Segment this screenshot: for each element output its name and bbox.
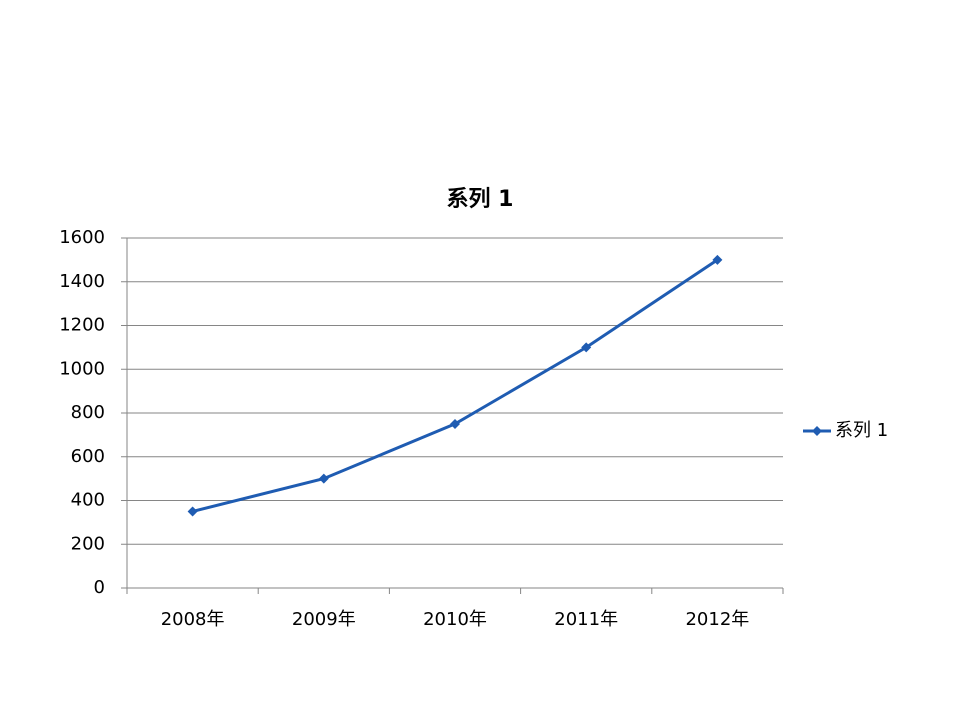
y-tick-label: 600 <box>71 446 105 467</box>
y-tick-label: 200 <box>71 533 105 554</box>
data-point <box>581 342 592 353</box>
data-point <box>712 254 723 265</box>
y-tick-label: 800 <box>71 402 105 423</box>
x-tick-label: 2009年 <box>292 609 356 630</box>
y-tick-label: 1200 <box>59 315 105 336</box>
y-tick-label: 1600 <box>59 227 105 248</box>
x-tick-label: 2011年 <box>554 609 618 630</box>
x-tick-label: 2010年 <box>423 609 487 630</box>
legend-label: 系列 1 <box>835 420 888 441</box>
series-line <box>192 258 719 513</box>
y-tick-label: 1000 <box>59 358 105 379</box>
x-tick-label: 2008年 <box>161 609 225 630</box>
data-point <box>187 506 198 517</box>
y-tick-label: 1400 <box>59 271 105 292</box>
chart-title: 系列 1 <box>447 187 514 212</box>
data-point <box>318 473 329 484</box>
legend-marker <box>812 426 822 436</box>
x-tick-label: 2012年 <box>685 609 749 630</box>
data-point <box>450 418 460 429</box>
y-tick-label: 400 <box>71 490 105 511</box>
y-tick-label: 0 <box>94 577 105 598</box>
